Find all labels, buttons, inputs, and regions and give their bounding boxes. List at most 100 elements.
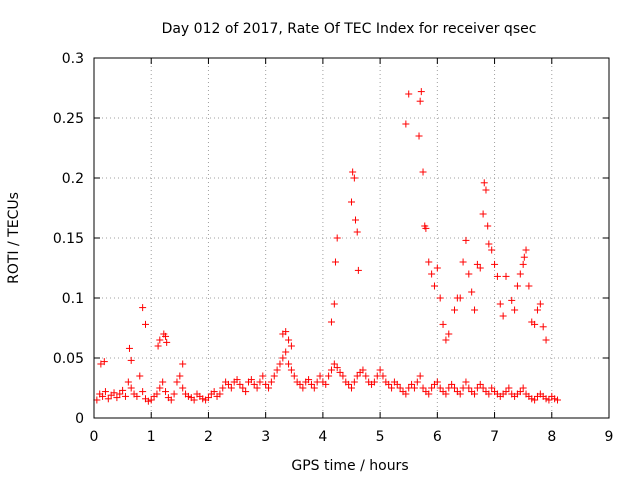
data-point	[339, 372, 347, 380]
data-point	[101, 388, 109, 396]
data-point	[462, 236, 470, 244]
data-point	[425, 390, 433, 398]
data-point	[93, 396, 101, 404]
data-point	[502, 388, 510, 396]
data-point	[124, 378, 132, 386]
data-point	[476, 264, 484, 272]
data-point	[156, 384, 164, 392]
data-point	[142, 320, 149, 328]
data-point	[276, 360, 284, 368]
data-point	[479, 210, 487, 218]
data-point	[519, 260, 527, 268]
data-point	[439, 320, 447, 328]
data-point	[456, 390, 464, 398]
plot-frame	[93, 57, 610, 419]
x-tick-label: 0	[90, 429, 99, 445]
data-point	[179, 360, 187, 368]
data-point	[513, 282, 521, 290]
data-point	[359, 366, 367, 374]
data-point	[496, 300, 504, 308]
data-point	[250, 380, 258, 388]
data-point	[542, 395, 550, 403]
y-tick-label: 0.15	[53, 231, 84, 247]
data-point	[442, 336, 450, 344]
data-point	[516, 388, 524, 396]
data-point	[502, 272, 510, 280]
data-point	[167, 396, 175, 404]
data-point	[536, 300, 544, 308]
data-point	[462, 378, 470, 386]
data-point	[256, 378, 264, 386]
data-point	[242, 388, 250, 396]
data-point	[448, 380, 456, 388]
data-point	[233, 376, 241, 384]
x-tick-label: 3	[261, 429, 270, 445]
data-point	[287, 366, 295, 374]
data-point	[485, 240, 493, 248]
data-point	[139, 388, 147, 396]
data-point	[219, 384, 227, 392]
data-point	[190, 396, 198, 404]
data-point	[499, 312, 507, 320]
data-point	[539, 323, 547, 331]
data-point	[422, 224, 430, 232]
data-point	[162, 332, 170, 340]
data-point	[353, 372, 361, 380]
data-point	[113, 394, 121, 402]
data-point	[533, 306, 541, 314]
data-point	[350, 378, 358, 386]
data-point	[282, 348, 290, 356]
data-point	[127, 356, 135, 364]
data-point	[156, 336, 164, 344]
data-point	[121, 392, 129, 400]
data-point	[305, 376, 313, 384]
data-point	[265, 384, 273, 392]
data-point	[545, 396, 553, 404]
data-point	[119, 386, 127, 394]
data-point	[99, 392, 107, 400]
y-tick-label: 0.3	[62, 51, 84, 67]
data-point	[330, 360, 338, 368]
data-point	[216, 390, 224, 398]
grid-lines	[94, 58, 609, 418]
data-point	[376, 366, 384, 374]
data-point	[147, 396, 155, 404]
data-point	[516, 270, 524, 278]
data-point	[290, 372, 298, 380]
x-tick-label: 2	[204, 429, 213, 445]
data-point	[287, 342, 295, 350]
data-point	[491, 260, 499, 268]
data-point	[482, 186, 490, 194]
data-point	[459, 258, 467, 266]
data-point	[179, 384, 187, 392]
data-point	[451, 306, 458, 314]
data-point	[159, 378, 167, 386]
data-point	[445, 330, 453, 338]
y-tick-label: 0.25	[53, 111, 84, 127]
data-point	[402, 390, 410, 398]
data-point	[511, 306, 519, 314]
data-point	[333, 364, 341, 372]
data-point	[520, 253, 528, 261]
data-point	[488, 246, 496, 254]
data-point	[331, 258, 339, 266]
data-point	[104, 395, 112, 403]
data-point	[116, 390, 124, 398]
data-point	[345, 380, 353, 388]
data-point	[433, 378, 441, 386]
chart-title: Day 012 of 2017, Rate Of TEC Index for r…	[162, 21, 537, 37]
data-point	[184, 392, 192, 400]
data-point	[488, 384, 496, 392]
data-point	[259, 372, 267, 380]
y-tick-label: 0.2	[62, 171, 84, 187]
data-point	[136, 372, 144, 380]
data-point	[542, 336, 550, 344]
data-point	[473, 260, 481, 268]
data-point	[127, 384, 135, 392]
data-point	[379, 372, 387, 380]
data-point	[493, 272, 501, 280]
data-point	[163, 338, 171, 346]
data-point	[133, 392, 141, 400]
data-point	[428, 384, 436, 392]
x-tick-label: 4	[318, 429, 327, 445]
